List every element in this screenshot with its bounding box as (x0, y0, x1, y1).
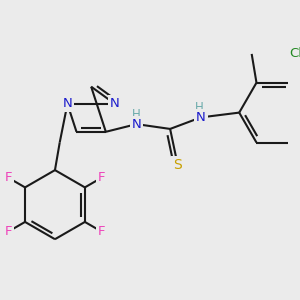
Text: Cl: Cl (289, 47, 300, 60)
Text: N: N (196, 111, 206, 124)
Text: H: H (132, 108, 141, 121)
Text: H: H (194, 101, 203, 114)
Text: N: N (110, 98, 120, 110)
Text: F: F (5, 171, 12, 184)
Text: N: N (63, 98, 72, 110)
Text: F: F (98, 171, 105, 184)
Text: S: S (173, 158, 182, 172)
Text: N: N (132, 118, 141, 130)
Text: F: F (98, 225, 105, 238)
Text: F: F (5, 225, 12, 238)
